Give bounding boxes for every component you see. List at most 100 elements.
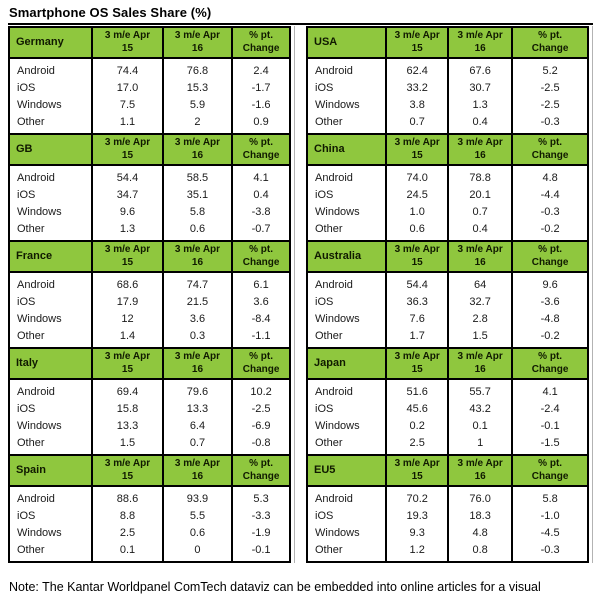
country-table-header: USA 3 m/e Apr 15 3 m/e Apr 16 % pt. Chan…: [307, 27, 588, 59]
value-change: -4.4: [511, 186, 588, 203]
value-apr15: 17.0: [91, 79, 163, 96]
table-row: Android 88.6 93.9 5.3: [9, 486, 290, 507]
country-table-header: Japan 3 m/e Apr 15 3 m/e Apr 16 % pt. Ch…: [307, 348, 588, 380]
table-row: Other 1.7 1.5 -0.2: [307, 327, 588, 348]
value-apr15: 13.3: [91, 417, 163, 434]
os-label: Android: [315, 278, 353, 291]
value-apr16: 5.9: [161, 96, 233, 113]
col-header-apr15: 3 m/e Apr 15: [91, 27, 163, 59]
col-header-apr15: 3 m/e Apr 15: [91, 455, 163, 487]
os-label: Other: [17, 436, 45, 449]
value-apr15: 7.5: [91, 96, 163, 113]
os-label: Other: [17, 222, 45, 235]
value-change: 4.8: [511, 165, 588, 186]
country-table: USA 3 m/e Apr 15 3 m/e Apr 16 % pt. Chan…: [306, 26, 589, 135]
value-apr15: 9.6: [91, 203, 163, 220]
table-row: Other 0.6 0.4 -0.2: [307, 220, 588, 241]
tables-layout: Germany 3 m/e Apr 15 3 m/e Apr 16 % pt. …: [8, 26, 593, 563]
table-row: Android 74.4 76.8 2.4: [9, 58, 290, 79]
os-label: iOS: [315, 188, 334, 201]
value-apr16: 78.8: [447, 165, 513, 186]
value-change: 2.4: [231, 58, 290, 79]
value-apr16: 0.1: [447, 417, 513, 434]
value-apr16: 1.5: [447, 327, 513, 348]
os-label: Other: [17, 543, 45, 556]
col-header-apr15: 3 m/e Apr 15: [91, 134, 163, 166]
table-row: iOS 15.8 13.3 -2.5: [9, 400, 290, 417]
col-header-apr16: 3 m/e Apr 16: [161, 241, 233, 273]
os-label: iOS: [315, 402, 334, 415]
value-apr15: 7.6: [385, 310, 449, 327]
table-row: iOS 8.8 5.5 -3.3: [9, 507, 290, 524]
country-name: Germany: [9, 27, 93, 59]
os-label: iOS: [17, 402, 36, 415]
value-apr16: 0.3: [161, 327, 233, 348]
value-apr16: 58.5: [161, 165, 233, 186]
header-row: USA 3 m/e Apr 15 3 m/e Apr 16 % pt. Chan…: [307, 27, 588, 59]
table-row: Other 1.5 0.7 -0.8: [9, 434, 290, 455]
value-apr15: 12: [91, 310, 163, 327]
table-row: iOS 17.9 21.5 3.6: [9, 293, 290, 310]
country-table-header: Australia 3 m/e Apr 15 3 m/e Apr 16 % pt…: [307, 241, 588, 273]
col-header-apr15: 3 m/e Apr 15: [385, 27, 449, 59]
os-label: iOS: [315, 509, 334, 522]
country-name: Japan: [307, 348, 387, 380]
os-label: Windows: [17, 419, 62, 432]
country-table-body: Android 88.6 93.9 5.3 iOS 8.8 5.5 -3.3 W…: [9, 486, 290, 562]
table-row: Windows 7.6 2.8 -4.8: [307, 310, 588, 327]
os-label: Other: [17, 115, 45, 128]
value-apr16: 21.5: [161, 293, 233, 310]
value-apr15: 8.8: [91, 507, 163, 524]
table-row: Windows 13.3 6.4 -6.9: [9, 417, 290, 434]
os-label: Android: [315, 385, 353, 398]
header-row: GB 3 m/e Apr 15 3 m/e Apr 16 % pt. Chang…: [9, 134, 290, 166]
value-apr15: 51.6: [385, 379, 449, 400]
value-apr15: 19.3: [385, 507, 449, 524]
col-header-change: % pt. Change: [231, 455, 290, 487]
table-row: Other 1.3 0.6 -0.7: [9, 220, 290, 241]
value-apr16: 76.8: [161, 58, 233, 79]
table-row: Other 2.5 1 -1.5: [307, 434, 588, 455]
os-label: Other: [315, 436, 343, 449]
os-label: Windows: [315, 526, 360, 539]
os-label: iOS: [17, 295, 36, 308]
country-table-header: Italy 3 m/e Apr 15 3 m/e Apr 16 % pt. Ch…: [9, 348, 290, 380]
os-label: Other: [315, 222, 343, 235]
col-header-change: % pt. Change: [511, 134, 588, 166]
col-header-apr15: 3 m/e Apr 15: [91, 348, 163, 380]
col-header-change: % pt. Change: [231, 241, 290, 273]
table-row: Android 69.4 79.6 10.2: [9, 379, 290, 400]
col-header-change: % pt. Change: [231, 348, 290, 380]
value-apr16: 0.8: [447, 541, 513, 562]
header-row: Germany 3 m/e Apr 15 3 m/e Apr 16 % pt. …: [9, 27, 290, 59]
tables-column-right: USA 3 m/e Apr 15 3 m/e Apr 16 % pt. Chan…: [306, 26, 593, 563]
value-apr16: 0.4: [447, 220, 513, 241]
value-apr16: 6.4: [161, 417, 233, 434]
os-label: Windows: [315, 312, 360, 325]
os-label: Windows: [17, 205, 62, 218]
value-apr15: 1.3: [91, 220, 163, 241]
os-label: iOS: [17, 509, 36, 522]
value-change: -3.6: [511, 293, 588, 310]
value-change: -3.8: [231, 203, 290, 220]
value-apr15: 33.2: [385, 79, 449, 96]
value-apr16: 2: [161, 113, 233, 134]
os-label: Windows: [315, 98, 360, 111]
col-header-apr16: 3 m/e Apr 16: [447, 241, 513, 273]
value-change: -2.5: [231, 400, 290, 417]
value-change: -4.5: [511, 524, 588, 541]
value-apr15: 45.6: [385, 400, 449, 417]
col-header-change: % pt. Change: [231, 27, 290, 59]
value-apr15: 1.0: [385, 203, 449, 220]
table-row: Android 54.4 58.5 4.1: [9, 165, 290, 186]
header-row: EU5 3 m/e Apr 15 3 m/e Apr 16 % pt. Chan…: [307, 455, 588, 487]
os-label: Android: [17, 385, 55, 398]
table-row: Windows 0.2 0.1 -0.1: [307, 417, 588, 434]
country-table: GB 3 m/e Apr 15 3 m/e Apr 16 % pt. Chang…: [8, 133, 291, 242]
value-apr15: 74.4: [91, 58, 163, 79]
header-row: Japan 3 m/e Apr 15 3 m/e Apr 16 % pt. Ch…: [307, 348, 588, 380]
value-change: -0.1: [511, 417, 588, 434]
footnote: Note: The Kantar Worldpanel ComTech data…: [9, 580, 541, 594]
country-table-body: Android 54.4 58.5 4.1 iOS 34.7 35.1 0.4 …: [9, 165, 290, 241]
table-row: iOS 17.0 15.3 -1.7: [9, 79, 290, 96]
